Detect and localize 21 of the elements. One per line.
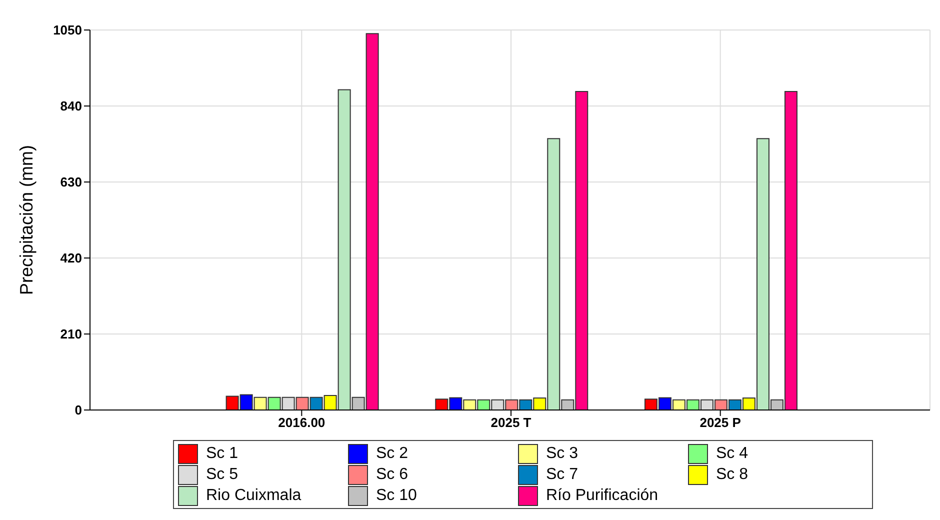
y-tick-label: 420 bbox=[60, 250, 82, 266]
legend-label: Rio Cuixmala bbox=[206, 486, 302, 504]
y-tick-label: 210 bbox=[60, 326, 82, 342]
y-tick-label: 1050 bbox=[53, 22, 82, 38]
x-tick-label: 2025 P bbox=[700, 415, 742, 430]
legend-label: Sc 4 bbox=[716, 444, 748, 462]
y-axis-title: Precipitación (mm) bbox=[16, 144, 36, 296]
legend-label: Sc 3 bbox=[546, 444, 578, 462]
legend-label: Sc 6 bbox=[376, 466, 408, 484]
legend-label: Sc 10 bbox=[376, 486, 417, 504]
y-tick-label: 630 bbox=[60, 174, 82, 190]
legend-label: Sc 1 bbox=[206, 444, 238, 462]
legend-label: Sc 7 bbox=[546, 466, 578, 484]
y-tick-label: 0 bbox=[74, 402, 82, 418]
x-tick-label: 2016.00 bbox=[278, 415, 326, 430]
x-tick-label: 2025 T bbox=[490, 415, 532, 430]
legend-label: Sc 2 bbox=[376, 444, 408, 462]
y-tick-label: 840 bbox=[60, 98, 82, 114]
legend-label: Sc 8 bbox=[716, 466, 748, 484]
legend-label: Sc 5 bbox=[206, 466, 238, 484]
legend-label: Río Purificación bbox=[546, 486, 658, 504]
